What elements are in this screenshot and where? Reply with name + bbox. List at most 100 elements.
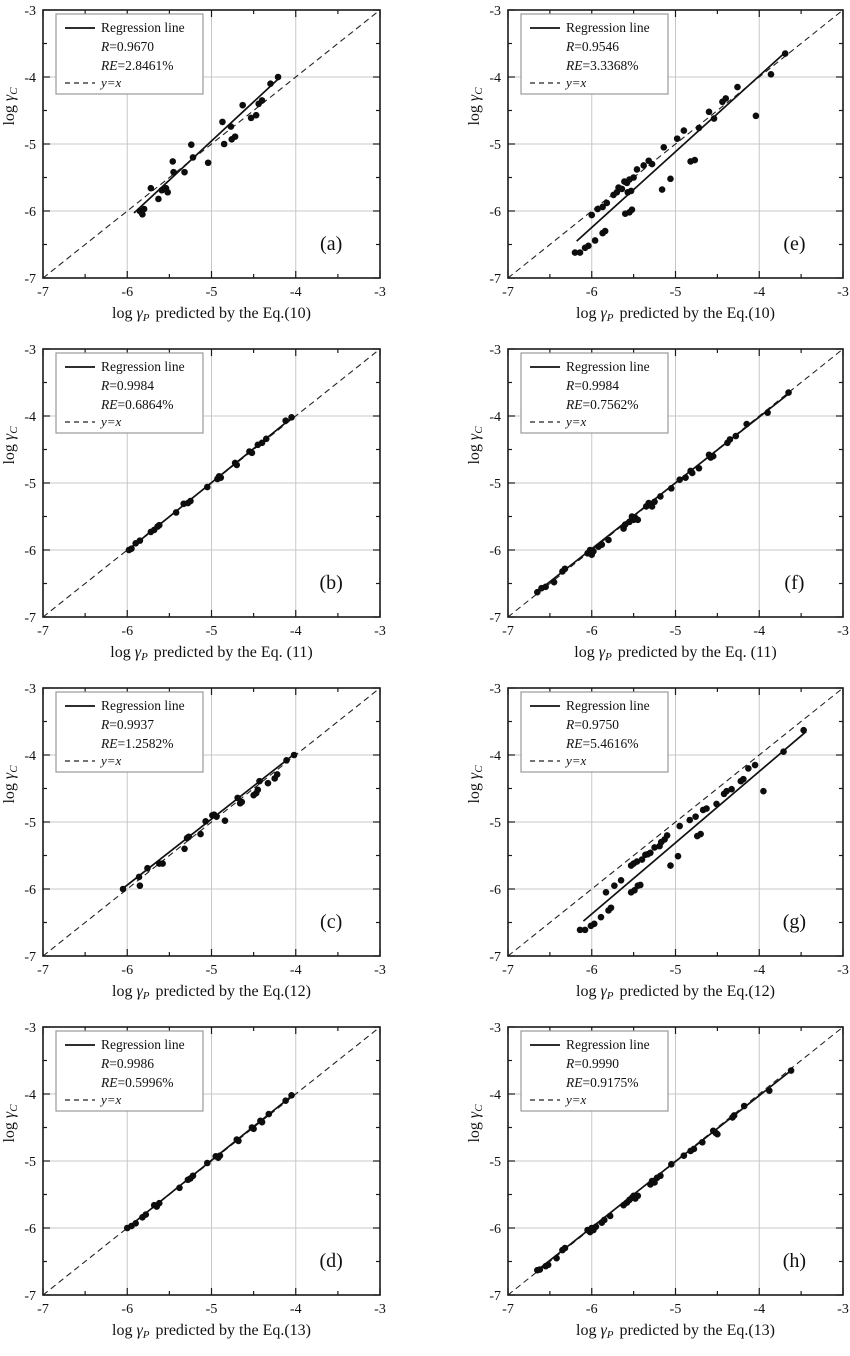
legend-label-yx: y=x [99, 1092, 122, 1107]
legend-re-value: RE=0.6864% [100, 397, 173, 412]
x-tick-label: -7 [502, 285, 514, 300]
scatter-point [695, 124, 703, 132]
scatter-point [262, 435, 270, 443]
scatter-point [697, 830, 704, 838]
scatter-plot: -7-7 -6 -6 -5 -5 -4 -4 -3 -3 log γC log γP predicte… [466, 682, 849, 1002]
x-tick-label: -5 [206, 624, 218, 639]
panel-c: -7 -7 -6 -6 -5 -5 -4 -4 -3 -3 log γC log γP predicte… [0, 678, 425, 1017]
scatter-point [170, 168, 177, 176]
x-tick-label: -3 [374, 285, 386, 300]
scatter-point [606, 1212, 614, 1220]
scatter-point [169, 158, 177, 165]
scatter-point [536, 1266, 544, 1273]
scatter-point [640, 162, 647, 169]
x-tick-label: -3 [837, 285, 849, 300]
scatter-point [235, 1137, 242, 1145]
scatter-point [119, 885, 127, 893]
x-tick-label: -5 [670, 624, 682, 639]
scatter-point [288, 414, 295, 421]
scatter-point [159, 860, 166, 867]
y-axis-label: log γC [1, 426, 20, 465]
scatter-point [202, 818, 209, 825]
x-tick-label: -4 [290, 285, 302, 300]
panel-d: -7 -7 -6 -6 -5 -5 -4 -4 -3 -3 log γC log γP predicte… [0, 1017, 425, 1356]
scatter-point [254, 786, 262, 794]
panel-e: -7 -7 -6 -6 -5 -5 -4 -4 -3 -3 log γC log γP predicte… [425, 0, 850, 339]
x-tick-label: -4 [290, 963, 302, 978]
x-axis-label: log γP predicted by the Eq.(10) [576, 305, 775, 324]
x-tick-label: -4 [753, 285, 765, 300]
scatter-point [728, 785, 735, 793]
scatter-point [722, 95, 730, 102]
scatter-point [709, 452, 717, 460]
scatter-plot: -7-7 -6 -6 -5 -5 -4 -4 -3 -3 log γC log γP predicte… [1, 1021, 386, 1341]
scatter-point [713, 800, 720, 808]
y-axis-label: log γC [1, 87, 20, 126]
x-tick-label: -6 [121, 1302, 133, 1317]
x-tick-label: -6 [121, 285, 133, 300]
x-tick-label: -6 [586, 1302, 598, 1317]
legend-label-yx: y=x [564, 1092, 587, 1107]
scatter-point [751, 761, 759, 769]
regression-line [535, 1068, 794, 1272]
x-tick-label: -5 [670, 1302, 682, 1317]
scatter-point [633, 858, 641, 865]
y-axis-label: log γC [1, 1104, 20, 1143]
scatter-point [176, 1184, 183, 1192]
scatter-point [633, 166, 641, 173]
scatter-point [676, 476, 683, 483]
y-tick-label: -3 [489, 4, 501, 19]
y-tick-label: -5 [24, 816, 36, 831]
scatter-point [617, 876, 625, 884]
x-tick-label: -5 [206, 963, 218, 978]
scatter-point [561, 565, 569, 573]
x-tick-label: -3 [374, 624, 386, 639]
scatter-point [787, 1067, 795, 1074]
scatter-point [136, 882, 144, 889]
x-axis-label: log γP predicted by the Eq.(10) [112, 305, 311, 324]
scatter-point [682, 474, 689, 481]
y-tick-label: -3 [24, 682, 36, 697]
panel-label: (a) [320, 233, 342, 255]
scatter-point [155, 521, 163, 529]
y-tick-label: -7 [489, 1289, 501, 1304]
panel-a: -7 -7 -6 -6 -5 -5 -4 -4 -3 -3 log γC log γP predicte… [0, 0, 425, 339]
legend-label-regression: Regression line [566, 698, 650, 713]
y-tick-label: -3 [489, 682, 501, 697]
y-tick-label: -3 [24, 343, 36, 358]
legend-label-yx: y=x [99, 75, 122, 90]
y-tick-label: -4 [24, 410, 36, 425]
scatter-point [155, 195, 162, 203]
x-axis-label: log γP predicted by the Eq. (11) [574, 644, 776, 663]
scatter-point [674, 852, 682, 860]
scatter-point [247, 114, 255, 122]
scatter-point [660, 144, 668, 151]
y-tick-label: -4 [489, 1088, 501, 1103]
scatter-point [290, 751, 298, 759]
scatter-point [139, 211, 146, 218]
y-axis-label: log γC [1, 765, 20, 804]
scatter-plot: -7-7 -6 -6 -5 -5 -4 -4 -3 -3 log γC log γP predicte… [466, 343, 849, 663]
scatter-point [258, 1118, 266, 1126]
scatter-point [740, 775, 747, 783]
scatter-point [752, 112, 760, 120]
scatter-point [651, 844, 658, 851]
legend-label-regression: Regression line [566, 20, 650, 35]
scatter-point [544, 1261, 552, 1269]
scatter-point [726, 436, 734, 443]
regression-line [133, 77, 280, 214]
scatter-plot: -7-7 -6 -6 -5 -5 -4 -4 -3 -3 log γC log γP predicte… [1, 4, 386, 324]
x-tick-label: -7 [502, 963, 514, 978]
y-tick-label: -7 [24, 272, 36, 287]
y-equals-x-line [42, 687, 381, 957]
x-axis-label: log γP predicted by the Eq.(13) [576, 1322, 775, 1341]
x-tick-label: -6 [586, 285, 598, 300]
scatter-point [680, 1152, 688, 1159]
y-tick-label: -6 [24, 205, 36, 220]
scatter-point [651, 498, 658, 506]
scatter-point [576, 926, 584, 934]
y-tick-label: -6 [489, 1222, 501, 1237]
legend-r-value: R=0.9546 [565, 39, 619, 54]
x-tick-label: -7 [37, 1302, 49, 1317]
x-tick-label: -7 [37, 963, 49, 978]
